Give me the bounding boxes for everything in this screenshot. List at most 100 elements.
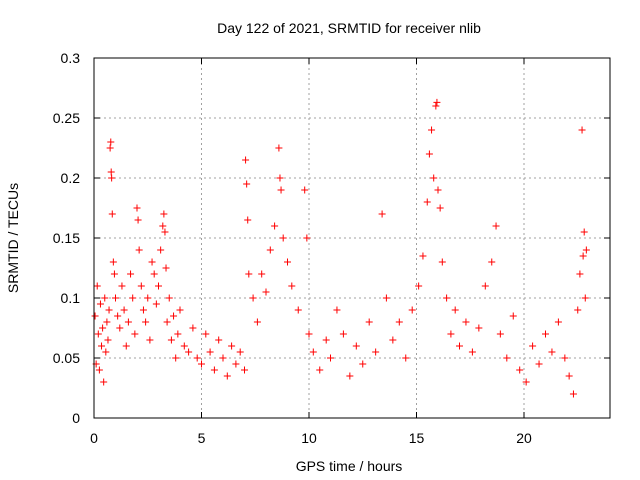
data-point: [162, 264, 170, 272]
data-point: [129, 294, 137, 302]
data-point: [98, 342, 106, 350]
data-point: [309, 348, 317, 356]
data-point: [548, 348, 556, 356]
data-point: [95, 366, 103, 374]
data-point: [107, 138, 115, 146]
data-point: [277, 186, 285, 194]
data-point: [134, 216, 142, 224]
data-point: [167, 336, 175, 344]
data-point: [105, 306, 113, 314]
x-tick-label: 15: [409, 430, 425, 446]
data-point: [139, 306, 147, 314]
x-tick-label: 20: [516, 430, 532, 446]
data-point: [305, 330, 313, 338]
data-point: [447, 330, 455, 338]
data-point: [223, 372, 231, 380]
data-point: [579, 252, 587, 260]
data-point: [432, 102, 440, 110]
data-point: [475, 324, 483, 332]
data-point: [488, 258, 496, 266]
data-point: [462, 318, 470, 326]
data-point: [243, 180, 251, 188]
data-point: [232, 360, 240, 368]
data-point: [161, 228, 169, 236]
data-point: [114, 312, 122, 320]
data-point: [301, 186, 309, 194]
data-point: [109, 258, 117, 266]
data-point: [249, 294, 257, 302]
data-point: [253, 318, 261, 326]
x-tick-label: 10: [301, 430, 317, 446]
data-point: [496, 330, 504, 338]
y-tick-label: 0.3: [61, 50, 81, 66]
data-point: [434, 186, 442, 194]
data-point: [419, 252, 427, 260]
data-point: [198, 360, 205, 368]
data-point: [106, 144, 114, 152]
data-point: [580, 228, 588, 236]
data-point: [170, 312, 178, 320]
data-point: [116, 324, 124, 332]
data-point: [535, 360, 543, 368]
data-point: [176, 306, 184, 314]
data-point: [389, 336, 397, 344]
data-point: [492, 222, 500, 230]
chart-title: Day 122 of 2021, SRMTID for receiver nli…: [217, 20, 481, 36]
data-point: [102, 348, 110, 356]
data-point: [433, 98, 441, 106]
data-point: [468, 348, 476, 356]
data-point: [456, 342, 463, 350]
data-point: [425, 150, 433, 158]
data-points: [91, 98, 590, 398]
data-point: [103, 318, 111, 326]
data-point: [516, 366, 524, 374]
data-point: [303, 234, 311, 242]
data-point: [294, 306, 302, 314]
y-tick-label: 0.1: [61, 290, 81, 306]
data-point: [262, 288, 270, 296]
data-point: [582, 246, 590, 254]
data-point: [100, 378, 108, 386]
data-point: [122, 342, 130, 350]
data-point: [428, 126, 436, 134]
data-point: [503, 354, 511, 362]
data-point: [112, 294, 119, 302]
data-point: [408, 306, 416, 314]
axis-ticks: [93, 57, 610, 419]
data-point: [228, 342, 236, 350]
y-axis-label: SRMTID / TECUs: [5, 183, 21, 293]
data-point: [91, 312, 99, 320]
data-point: [133, 204, 141, 212]
data-point: [107, 168, 115, 176]
data-point: [172, 354, 180, 362]
data-point: [574, 306, 582, 314]
data-point: [244, 216, 252, 224]
y-tick-label: 0.15: [53, 230, 80, 246]
y-tick-label: 0: [72, 410, 80, 426]
data-point: [142, 318, 150, 326]
data-point: [436, 204, 444, 212]
data-point: [104, 336, 112, 344]
tick-labels: 0 5 10 15 20 0 0.05 0.1 0.15 0.2 0.25 0.3: [53, 50, 532, 446]
data-point: [210, 366, 218, 374]
data-point: [152, 300, 160, 308]
data-point: [241, 366, 248, 374]
data-point: [284, 258, 291, 266]
data-point: [443, 294, 451, 302]
data-point: [561, 354, 569, 362]
data-point: [148, 258, 156, 266]
data-point: [352, 342, 360, 350]
data-point: [174, 330, 182, 338]
data-point: [275, 144, 283, 152]
data-point: [451, 306, 459, 314]
data-point: [509, 312, 517, 320]
data-point: [180, 342, 188, 350]
data-point: [127, 270, 135, 278]
data-point: [266, 246, 274, 254]
data-point: [316, 366, 324, 374]
data-point: [346, 372, 354, 380]
grid: [94, 58, 610, 418]
data-point: [144, 294, 152, 302]
data-point: [359, 360, 367, 368]
